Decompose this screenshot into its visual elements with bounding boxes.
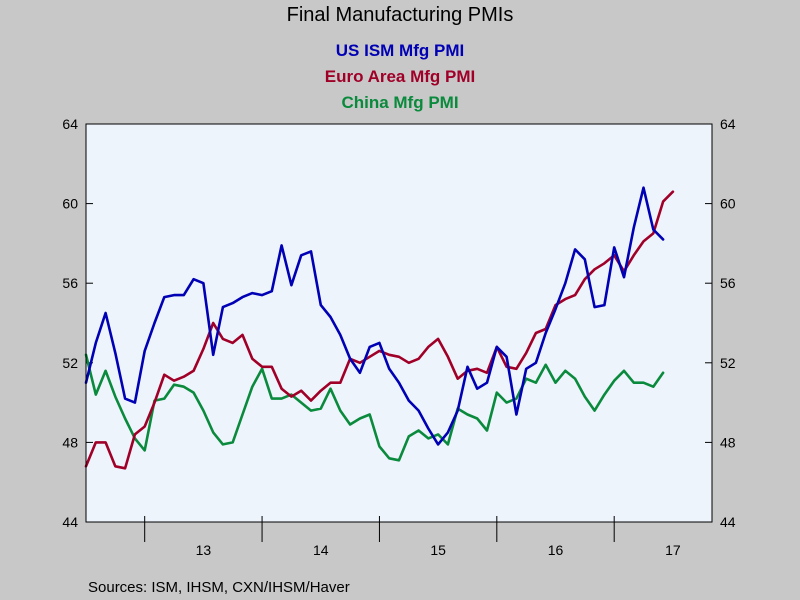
x-tick-label-13: 13: [196, 542, 212, 558]
x-tick-label-17: 17: [665, 542, 681, 558]
series-line-china: [84, 353, 665, 462]
x-tick-label-16: 16: [548, 542, 564, 558]
legend-label-us-ism: US ISM Mfg PMI: [336, 41, 464, 60]
y-tick-label-right: 44: [720, 514, 736, 530]
x-tick-label-14: 14: [313, 542, 329, 558]
series-lines: [84, 186, 675, 470]
plot-area: [86, 124, 712, 522]
y-tick-label-right: 52: [720, 355, 736, 371]
y-tick-label-left: 52: [62, 355, 78, 371]
legend-label-euro-area: Euro Area Mfg PMI: [325, 67, 476, 86]
legend-label-china: China Mfg PMI: [341, 93, 458, 112]
y-tick-label-right: 56: [720, 275, 736, 291]
source-note: Sources: ISM, IHSM, CXN/IHSM/Haver: [88, 579, 350, 596]
plot-frame: [85, 123, 713, 523]
x-tick-label-15: 15: [430, 542, 446, 558]
y-tick-label-left: 48: [62, 434, 78, 450]
y-tick-label-left: 64: [62, 116, 78, 132]
y-axis-right: 44 48 52 56 60 64: [705, 116, 736, 530]
series-line-us-ism: [84, 186, 665, 446]
y-tick-label-left: 44: [62, 514, 78, 530]
chart-title: Final Manufacturing PMIs: [287, 4, 514, 26]
y-tick-label-right: 60: [720, 196, 736, 212]
y-tick-label-right: 64: [720, 116, 736, 132]
x-axis: 13 14 15 16 17: [144, 516, 681, 558]
series-line-euro-area: [84, 190, 675, 470]
y-tick-label-left: 56: [62, 275, 78, 291]
y-tick-label-right: 48: [720, 434, 736, 450]
y-axis-left: 44 48 52 56 60 64: [62, 116, 93, 530]
y-tick-label-left: 60: [62, 196, 78, 212]
